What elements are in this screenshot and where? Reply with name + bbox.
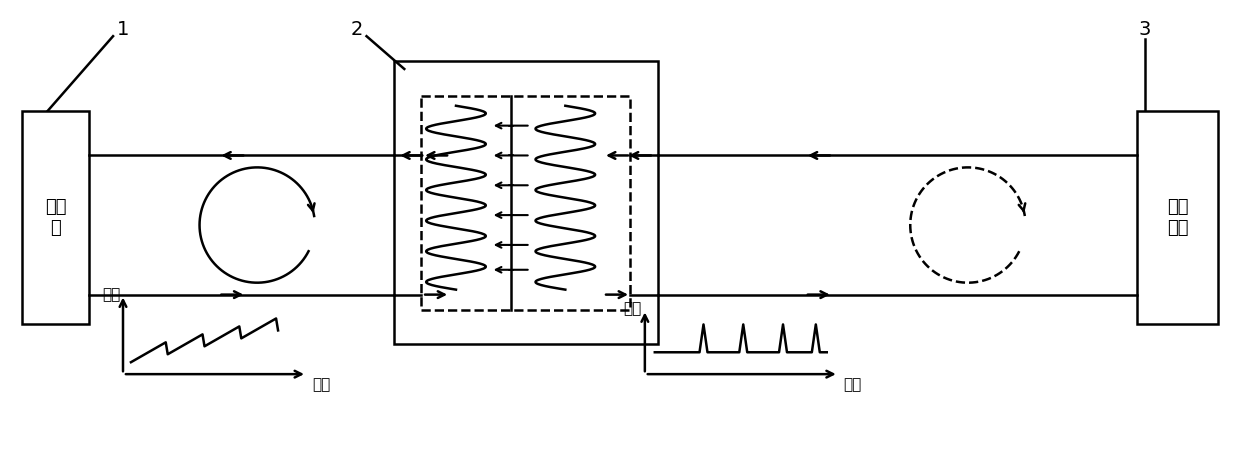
Bar: [422, 96, 630, 310]
Text: 温度: 温度: [624, 301, 642, 317]
Text: 曝光
单元: 曝光 单元: [1167, 198, 1188, 237]
Text: 1: 1: [117, 20, 129, 39]
Text: 3: 3: [1138, 20, 1151, 39]
Text: 时间: 时间: [843, 377, 862, 392]
Bar: [21, 111, 89, 325]
Text: 时间: 时间: [311, 377, 330, 392]
Bar: [1137, 111, 1219, 325]
Text: 2: 2: [351, 20, 363, 39]
Text: 冷水
机: 冷水 机: [45, 198, 66, 237]
Text: 温度: 温度: [102, 287, 120, 302]
Bar: [394, 61, 657, 344]
